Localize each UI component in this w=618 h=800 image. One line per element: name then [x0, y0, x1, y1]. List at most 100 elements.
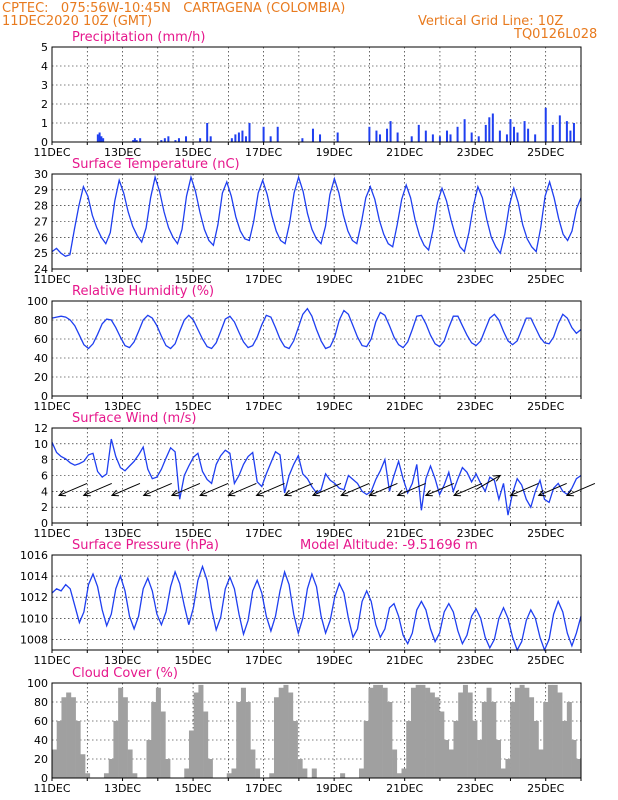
- precip-bar: [569, 130, 572, 142]
- precip-bar: [505, 134, 508, 142]
- cloud-bar: [75, 721, 81, 778]
- x-tick-label: 19DEC: [316, 782, 353, 795]
- y-tick-label: 10: [34, 438, 48, 451]
- cloud-bar: [505, 759, 511, 778]
- precip-bar: [177, 138, 180, 142]
- precip-bar: [139, 138, 142, 142]
- y-tick-label: 28: [34, 200, 48, 213]
- cloud-bar: [302, 768, 308, 778]
- y-tick-label: 1016: [20, 549, 48, 562]
- cloud-bar: [288, 692, 294, 778]
- wind-arrow-head: [565, 489, 574, 497]
- cloud-bar: [373, 684, 379, 778]
- precip-bar: [551, 124, 554, 142]
- wind-arrow-shaft: [369, 482, 398, 496]
- wind-arrow-head: [396, 489, 405, 497]
- wind-arrow-shaft: [340, 482, 370, 496]
- cloud-bar: [108, 759, 114, 778]
- cloud-bar: [382, 687, 388, 778]
- cloud-bar: [439, 711, 445, 778]
- y-tick-label: 1010: [20, 612, 48, 625]
- series-line: [51, 307, 582, 350]
- wind-arrow-shaft: [256, 482, 285, 496]
- x-tick-label: 25DEC: [527, 527, 564, 540]
- precip-bar: [565, 121, 568, 142]
- x-tick-label: 15DEC: [175, 273, 212, 286]
- precip-bar: [424, 130, 427, 142]
- wind-arrow-shaft: [83, 482, 112, 496]
- cloud-bar: [467, 692, 473, 778]
- precip-bar: [368, 126, 371, 142]
- wind-arrow-shaft: [510, 482, 539, 496]
- x-tick-label: 11DEC: [33, 400, 70, 413]
- cloud-bar: [103, 773, 109, 778]
- wind-arrow-shaft: [228, 482, 257, 496]
- y-tick-label: 100: [27, 677, 48, 690]
- y-tick-label: 25: [34, 247, 48, 260]
- series-line: [51, 174, 582, 258]
- cloud-bar: [486, 687, 492, 778]
- precip-bar: [509, 119, 512, 142]
- x-tick-label: 21DEC: [386, 146, 423, 159]
- panel-subtitle: Model Altitude: -9.51696 m: [300, 538, 478, 553]
- x-tick-label: 25DEC: [527, 782, 564, 795]
- wind-arrow-head: [452, 489, 462, 497]
- cloud-bar: [292, 721, 298, 778]
- wind-arrow-shaft: [58, 482, 88, 496]
- y-tick-label: 26: [34, 231, 48, 244]
- x-tick-label: 23DEC: [457, 273, 494, 286]
- precip-bar: [230, 138, 233, 142]
- panel-title: Relative Humidity (%): [72, 284, 214, 299]
- cloud-bar: [363, 721, 369, 778]
- x-tick-label: 17DEC: [245, 527, 282, 540]
- y-tick-label: 8: [41, 454, 48, 467]
- cloud-bar: [85, 773, 91, 778]
- y-tick-label: 60: [34, 715, 48, 728]
- y-tick-label: 24: [34, 263, 48, 276]
- y-tick-label: 40: [34, 734, 48, 747]
- precip-bar: [133, 138, 136, 142]
- x-tick-label: 13DEC: [104, 782, 141, 795]
- precip-bar: [477, 136, 480, 142]
- x-tick-label: 17DEC: [245, 400, 282, 413]
- x-tick-label: 21DEC: [386, 654, 423, 667]
- wind-arrow-shaft: [284, 482, 313, 496]
- x-tick-label: 13DEC: [104, 146, 141, 159]
- cloud-bar: [444, 740, 450, 778]
- wind-arrow-head: [283, 489, 292, 497]
- precip-bar: [523, 121, 526, 142]
- cloud-bar: [571, 740, 577, 778]
- cloud-bar: [160, 711, 166, 778]
- y-tick-label: 1008: [20, 633, 48, 646]
- x-tick-label: 23DEC: [457, 146, 494, 159]
- cloud-bar: [278, 687, 284, 778]
- wind-arrow-shaft: [111, 482, 141, 496]
- cloud-bar: [434, 697, 440, 778]
- x-tick-label: 15DEC: [175, 527, 212, 540]
- precip-bar: [396, 132, 399, 142]
- cloud-bar: [420, 684, 426, 778]
- cloud-bar: [462, 684, 468, 778]
- wind-arrow-head: [509, 489, 518, 497]
- wind-arrow-shaft: [397, 482, 426, 496]
- cloud-bar: [207, 759, 213, 778]
- cloud-bar: [359, 768, 365, 778]
- x-tick-label: 13DEC: [104, 273, 141, 286]
- model-code: TQ0126L028: [514, 27, 598, 42]
- precip-bar: [209, 136, 212, 142]
- y-tick-label: 5: [41, 41, 48, 54]
- panel-frame: [51, 682, 582, 779]
- cloud-bar: [377, 684, 383, 778]
- precip-bar: [544, 107, 547, 142]
- y-tick-label: 4: [41, 60, 48, 73]
- y-tick-label: 3: [41, 79, 48, 92]
- y-tick-label: 1014: [20, 570, 48, 583]
- x-tick-label: 15DEC: [175, 782, 212, 795]
- precip-bar: [378, 134, 381, 142]
- precip-bar: [237, 132, 240, 142]
- cloud-bar: [127, 749, 133, 778]
- cloud-bar: [113, 721, 119, 778]
- precip-bar: [206, 123, 209, 142]
- precip-bar: [96, 134, 99, 142]
- cloud-bar: [562, 721, 568, 778]
